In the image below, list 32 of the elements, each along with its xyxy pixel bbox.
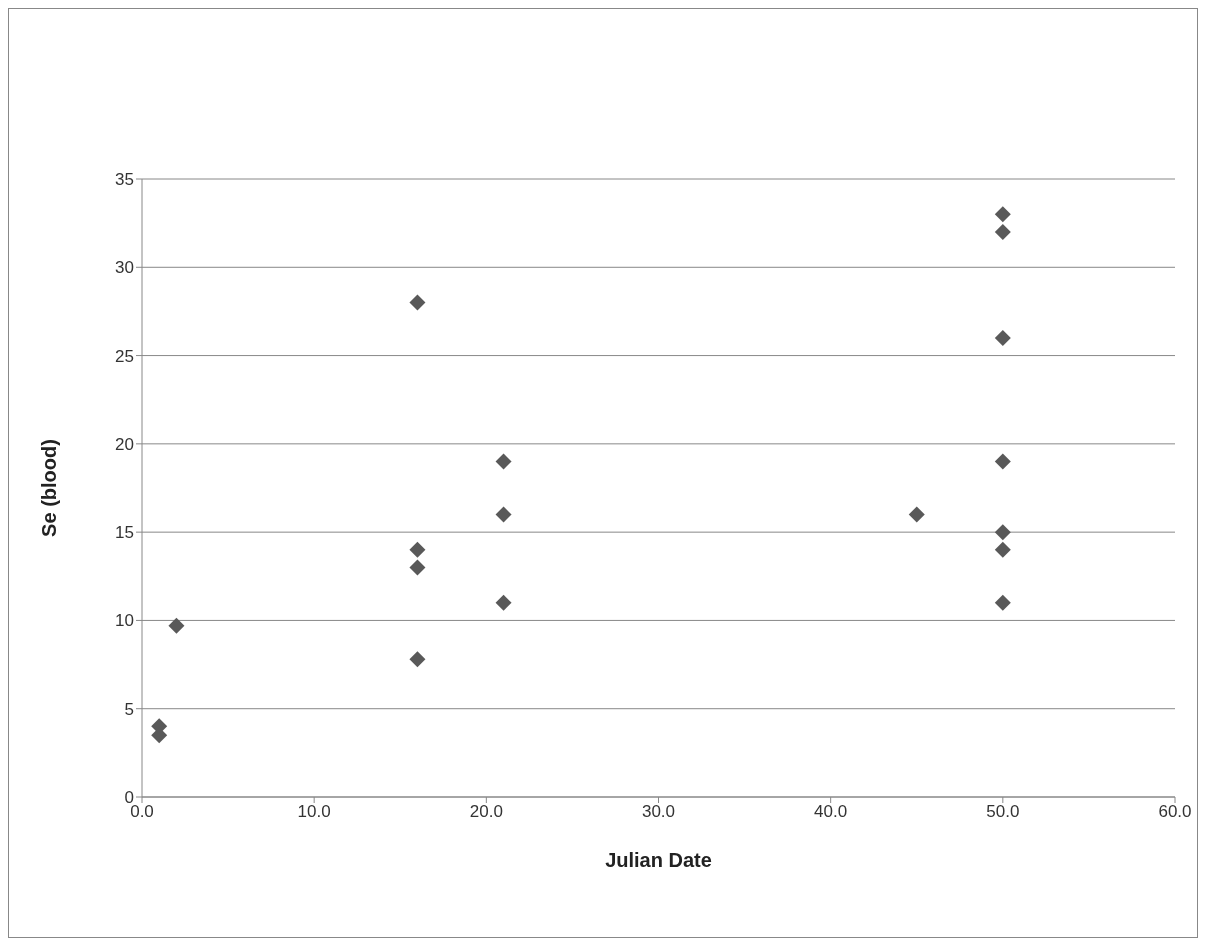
point bbox=[409, 559, 426, 576]
x-tick-label: 50.0 bbox=[986, 802, 1020, 822]
point bbox=[409, 294, 426, 311]
x-tick-label: 20.0 bbox=[469, 802, 503, 822]
y-tick-label: 5 bbox=[124, 699, 134, 719]
point bbox=[495, 506, 512, 523]
point bbox=[994, 453, 1011, 470]
point bbox=[168, 617, 185, 634]
y-tick-label: 15 bbox=[115, 523, 134, 543]
x-tick-label: 60.0 bbox=[1158, 802, 1192, 822]
point bbox=[908, 506, 925, 523]
point bbox=[994, 223, 1011, 240]
x-tick-label: 40.0 bbox=[814, 802, 848, 822]
y-tick-label: 10 bbox=[115, 611, 134, 631]
y-tick-label: 35 bbox=[115, 170, 134, 190]
x-tick-label: 10.0 bbox=[297, 802, 331, 822]
y-tick-label: 20 bbox=[115, 434, 134, 454]
point bbox=[994, 594, 1011, 611]
point bbox=[994, 541, 1011, 558]
point bbox=[495, 594, 512, 611]
point bbox=[994, 524, 1011, 541]
point bbox=[409, 651, 426, 668]
point bbox=[409, 541, 426, 558]
x-tick-label: 0.0 bbox=[130, 802, 154, 822]
point bbox=[495, 453, 512, 470]
point bbox=[994, 329, 1011, 346]
x-axis-title: Julian Date bbox=[605, 849, 712, 871]
y-axis-title: Se (blood) bbox=[38, 439, 61, 537]
y-tick-label: 30 bbox=[115, 258, 134, 278]
y-tick-label: 25 bbox=[115, 346, 134, 366]
x-tick-label: 30.0 bbox=[641, 802, 676, 822]
point bbox=[994, 206, 1011, 223]
